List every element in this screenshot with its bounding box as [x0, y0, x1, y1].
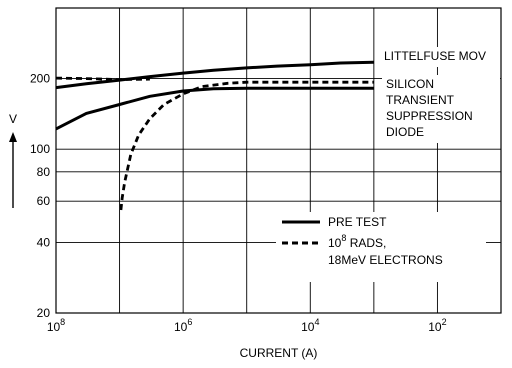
annotations: LITTELFUSE MOV SILICON TRANSIENT SUPPRESSIO…: [380, 47, 500, 143]
y-axis-arrow-head: [9, 132, 17, 142]
x-tick-labels: 108 106 104 102: [47, 317, 447, 334]
annotation-diode-line: SILICON: [386, 77, 434, 91]
legend-label-dashed: 18MeV ELECTRONS: [328, 253, 443, 267]
annotation-diode-line: SUPPRESSION: [386, 109, 473, 123]
x-tick-label: 102: [428, 317, 446, 334]
legend-box: [276, 212, 486, 282]
x-tick-label: 108: [47, 317, 65, 334]
plot-frame: [55, 7, 502, 314]
annotation-mov-line: LITTELFUSE MOV: [384, 49, 486, 63]
annotation-backdrop: [382, 75, 500, 143]
annotation-diode-line: DIODE: [386, 125, 424, 139]
y-tick-label: 100: [30, 142, 50, 156]
legend: PRE TEST 108 RADS, 18MeV ELECTRONS: [276, 212, 486, 282]
y-tick-label: 200: [30, 72, 50, 86]
y-tick-label: 80: [37, 165, 51, 179]
y-axis-title: V: [9, 112, 17, 126]
y-tick-label: 40: [37, 235, 51, 249]
x-tick-label: 106: [174, 317, 192, 334]
y-tick-labels: 20 40 60 80 100 200: [30, 72, 50, 320]
series-line-mov-dashed: [55, 76, 150, 81]
series-line-diode-solid: [55, 86, 374, 131]
y-tick-label: 60: [37, 194, 51, 208]
y-axis-label: V: [9, 112, 17, 208]
annotation-backdrop: [380, 47, 498, 67]
x-axis-title: CURRENT (A): [240, 346, 318, 360]
series-line-mov-solid: [55, 60, 374, 90]
x-tick-label: 104: [301, 317, 319, 334]
y-tick-label: 20: [37, 306, 51, 320]
x-axis-label: CURRENT (A): [240, 346, 318, 360]
legend-label-solid: PRE TEST: [328, 215, 387, 229]
annotation-diode-line: TRANSIENT: [386, 93, 455, 107]
series-line-diode-dashed: [119, 80, 374, 211]
series-layer: [55, 60, 374, 211]
legend-label-dashed: 108 RADS,: [328, 233, 386, 250]
